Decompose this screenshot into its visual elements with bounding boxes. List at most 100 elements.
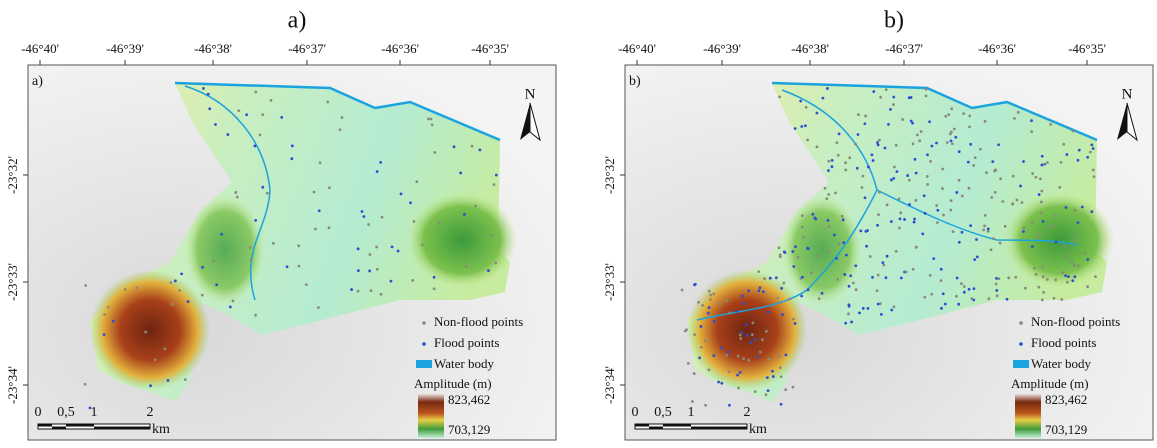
non-flood-point [727,351,730,354]
non-flood-point [999,242,1002,245]
flood-point [187,300,190,303]
flood-point [1073,275,1076,278]
flood-point [893,166,896,169]
non-flood-point [886,203,889,206]
non-flood-point [357,290,360,293]
lon-tick-label: -46°35' [471,41,509,56]
non-flood-point [1094,275,1097,278]
flood-point [739,371,742,374]
flood-point [913,218,916,221]
flood-point [713,320,716,323]
flood-point [236,196,239,199]
non-flood-point [831,165,834,168]
non-flood-point [754,390,757,393]
non-flood-point [280,116,283,119]
flood-point [712,354,715,357]
flood-point [1042,275,1045,278]
non-flood-point [272,242,275,245]
non-flood-point [925,88,928,91]
non-flood-point [379,161,382,164]
non-flood-point [856,167,859,170]
non-flood-point [1065,254,1068,257]
non-flood-point [761,338,764,341]
non-flood-point [973,258,976,261]
flood-point [709,294,712,297]
non-flood-point [941,168,944,171]
flood-point [827,193,830,196]
flood-point [84,383,87,386]
non-flood-point [1086,258,1089,261]
map-panel: b)b)-46°40'-46°39'-46°38'-46°37'-46°36'-… [602,8,1153,441]
flood-point [926,183,929,186]
flood-point [712,292,715,295]
non-flood-point [1086,285,1089,288]
non-flood-point [992,237,995,240]
non-flood-point [124,288,127,291]
flood-point [923,194,926,197]
legend-flood-symbol [1019,342,1023,346]
non-flood-point [1039,178,1042,181]
non-flood-point [270,99,273,102]
flood-point [984,120,987,123]
non-flood-point [957,303,960,306]
non-flood-point [433,287,436,290]
non-flood-point [717,381,720,384]
flood-point [1081,206,1084,209]
non-flood-point [765,330,768,333]
flood-point [1058,186,1061,189]
flood-point [864,196,867,199]
flood-point [739,337,742,340]
non-flood-point [847,312,850,315]
lon-tick-label: -46°39' [703,41,741,56]
non-flood-point [958,150,961,153]
lowland-green [407,192,517,288]
flood-point [862,175,865,178]
flood-point [1075,234,1078,237]
non-flood-point [850,321,853,324]
scale-bar-label: 0 [632,405,639,420]
lat-tick-label: -23°34' [602,366,617,404]
non-flood-point [983,225,986,228]
flood-point [212,260,215,263]
non-flood-point [906,174,909,177]
non-flood-point [1035,273,1038,276]
north-label: N [1122,86,1133,102]
non-flood-point [827,169,830,172]
flood-point [463,213,466,216]
non-flood-point [956,277,959,280]
flood-point [778,96,781,99]
non-flood-point [844,322,847,325]
non-flood-point [1042,220,1045,223]
non-flood-point [421,244,424,247]
non-flood-point [1030,119,1033,122]
non-flood-point [877,144,880,147]
non-flood-point [430,118,433,121]
non-flood-point [380,293,383,296]
flood-point [998,277,1001,280]
non-flood-point [953,128,956,131]
flood-point [739,334,742,337]
non-flood-point [915,246,918,249]
non-flood-point [918,139,921,142]
flood-point [831,159,834,162]
non-flood-point [940,307,943,310]
legend-water-symbol [1013,360,1029,368]
legend-flood: Flood points [434,335,499,350]
flood-point [947,113,950,116]
non-flood-point [1089,151,1092,154]
flood-point [984,214,987,217]
non-flood-point [1093,175,1096,178]
non-flood-point [1017,111,1020,114]
highland-green [782,195,862,305]
non-flood-point [876,289,879,292]
flood-point [1073,209,1076,212]
non-flood-point [362,215,365,218]
legend-water-symbol [416,360,432,368]
flood-point [912,142,915,145]
flood-point [924,212,927,215]
lon-tick-label: -46°36' [978,41,1016,56]
non-flood-point [794,127,797,130]
non-flood-point [968,288,971,291]
flood-point [847,303,850,306]
flood-point [687,362,690,365]
